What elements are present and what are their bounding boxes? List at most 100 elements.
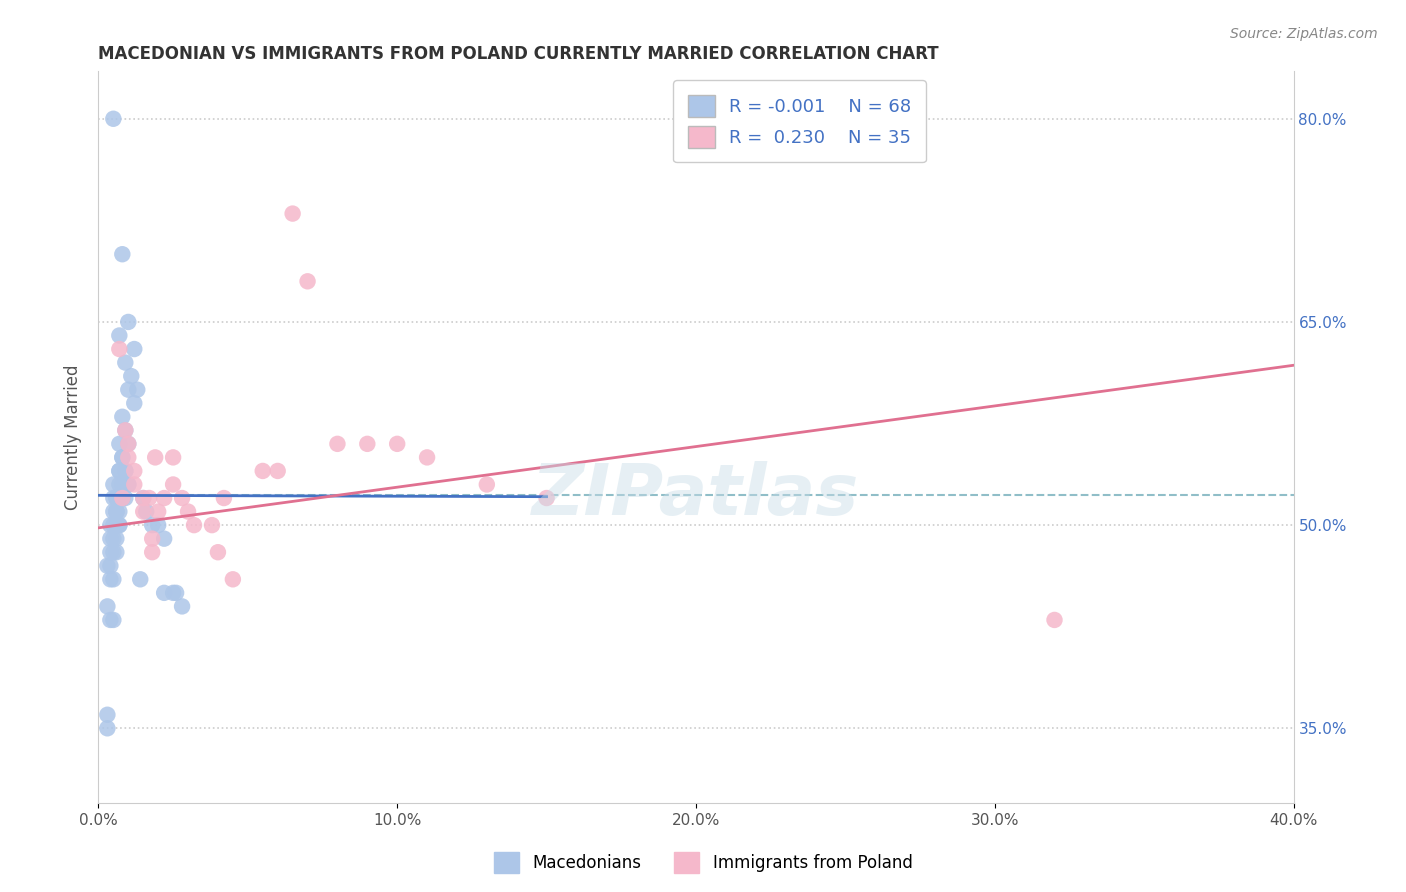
Point [117,437,139,451]
Point [100,532,122,546]
Point [1043,613,1066,627]
Point [124,342,146,356]
Point [222,572,245,586]
Point [105,505,128,519]
Point [103,491,125,505]
Point [103,505,125,519]
Point [96,558,118,573]
Point [111,477,134,491]
Point [127,383,149,397]
Point [117,437,139,451]
Point [326,437,349,451]
Point [124,477,146,491]
Point [96,707,118,722]
Point [111,450,134,465]
Point [143,450,166,465]
Point [177,505,200,519]
Point [111,491,134,505]
Point [105,491,128,505]
Point [475,477,498,491]
Point [212,491,235,505]
Point [103,532,125,546]
Point [138,491,160,505]
Point [117,477,139,491]
Point [103,545,125,559]
Point [114,491,136,505]
Point [100,558,122,573]
Point [120,369,142,384]
Point [100,572,122,586]
Point [114,355,136,369]
Point [100,613,122,627]
Point [108,437,131,451]
Point [108,518,131,533]
Point [385,437,409,451]
Point [108,518,131,533]
Point [153,586,176,600]
Point [132,491,155,505]
Point [111,491,134,505]
Point [111,409,134,424]
Point [108,328,131,343]
Point [108,491,131,505]
Point [148,505,170,519]
Point [96,599,118,614]
Point [103,518,125,533]
Point [114,423,136,437]
Legend: R = -0.001    N = 68, R =  0.230    N = 35: R = -0.001 N = 68, R = 0.230 N = 35 [673,80,927,162]
Point [141,518,163,533]
Point [172,491,194,505]
Text: MACEDONIAN VS IMMIGRANTS FROM POLAND CURRENTLY MARRIED CORRELATION CHART: MACEDONIAN VS IMMIGRANTS FROM POLAND CUR… [98,45,939,62]
Point [132,505,155,519]
Point [111,450,134,465]
Point [105,545,128,559]
Point [135,505,157,519]
Point [165,586,187,600]
Point [108,464,131,478]
Point [252,464,274,478]
Point [117,477,139,491]
Point [100,545,122,559]
Point [105,518,128,533]
Point [162,450,184,465]
Point [162,477,184,491]
Point [124,396,146,410]
Point [172,599,194,614]
Point [111,247,134,261]
Point [153,491,176,505]
Point [207,545,229,559]
Point [153,532,176,546]
Point [297,274,319,288]
Y-axis label: Currently Married: Currently Married [63,364,82,510]
Point [111,491,134,505]
Point [114,464,136,478]
Point [281,206,304,220]
Point [108,505,131,519]
Point [201,518,224,533]
Point [105,505,128,519]
Point [117,450,139,465]
Point [416,450,439,465]
Point [124,464,146,478]
Legend: Macedonians, Immigrants from Poland: Macedonians, Immigrants from Poland [486,846,920,880]
Point [103,477,125,491]
Point [103,613,125,627]
Point [117,315,139,329]
Point [129,572,152,586]
Point [111,477,134,491]
Point [114,423,136,437]
Point [183,518,205,533]
Point [100,518,122,533]
Point [96,721,118,735]
Point [536,491,558,505]
Point [162,586,184,600]
Point [105,491,128,505]
Text: Source: ZipAtlas.com: Source: ZipAtlas.com [1230,27,1378,41]
Point [132,491,155,505]
Point [148,518,170,533]
Point [105,532,128,546]
Point [141,532,163,546]
Point [117,383,139,397]
Text: ZIPatlas: ZIPatlas [533,461,859,530]
Point [103,572,125,586]
